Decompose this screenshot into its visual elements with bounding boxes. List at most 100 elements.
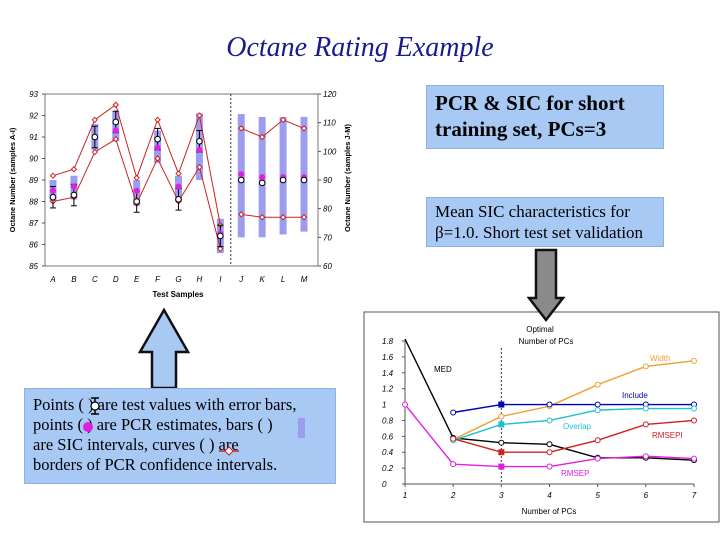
test-value-point — [258, 179, 266, 187]
pcr-estimate-point — [154, 144, 161, 151]
series-marker-med — [546, 441, 553, 448]
x-tick-label: 2 — [450, 491, 456, 500]
lower-border-curve-marker — [258, 214, 266, 221]
series-marker-rmsepi — [642, 421, 649, 428]
series-label-overlap: Overlap — [563, 422, 592, 431]
x-tick-label: 6 — [644, 491, 649, 500]
test-value-point — [237, 176, 245, 184]
lower-border-curve-marker — [238, 211, 245, 218]
upper-border-curve-marker — [133, 174, 140, 182]
y-tick-label-left: 88 — [29, 198, 38, 207]
series-marker-overlap — [498, 421, 505, 428]
test-value-point — [91, 133, 99, 141]
x-tick-label: 4 — [547, 491, 552, 500]
x-tick-label: J — [238, 275, 244, 284]
y-tick-label-left: 89 — [29, 176, 38, 185]
series-marker-overlap — [594, 407, 601, 414]
x-tick-label: B — [71, 275, 77, 284]
legend-sic-bar-icon — [298, 418, 305, 438]
series-marker-rmsep — [594, 455, 601, 462]
chart-title-line2: Number of PCs — [519, 337, 574, 346]
y-tick-label: 0.6 — [382, 432, 394, 441]
y-tick-label-right: 110 — [323, 119, 336, 128]
pcr-estimate-point — [50, 187, 56, 194]
upper-border-curve-marker — [154, 116, 161, 124]
upper-border-curve-marker — [49, 172, 57, 179]
test-value-point — [300, 176, 308, 184]
lower-border-curve-marker — [91, 148, 99, 156]
y-tick-label-left: 86 — [29, 241, 38, 250]
x-tick-label: L — [281, 275, 285, 284]
series-marker-rmsepi — [594, 437, 601, 444]
series-line-include — [453, 403, 694, 414]
y-tick-label-left: 87 — [29, 219, 38, 228]
test-value-point — [175, 196, 182, 203]
y-tick-label: 0.2 — [382, 464, 394, 473]
up-arrow — [137, 307, 191, 390]
test-value-point — [70, 191, 78, 199]
test-value-point — [112, 118, 120, 126]
series-line-width — [452, 360, 695, 441]
test-value-point — [279, 176, 287, 184]
series-label-rmsepi: RMSEPI — [652, 431, 683, 440]
right-chart-frame — [363, 311, 720, 523]
x-tick-label: 3 — [499, 491, 504, 500]
y-tick-label: 0.4 — [382, 448, 394, 457]
series-marker-rmsepi — [546, 449, 553, 456]
x-axis-label: Number of PCs — [522, 507, 577, 516]
series-marker-width — [691, 357, 697, 364]
y-tick-label: 0.8 — [382, 416, 394, 425]
pcr-title-line1: PCR & SIC for short — [435, 91, 625, 115]
y-axis-label-left: Octane Number (samples A-I) — [8, 127, 17, 232]
slide-title: Octane Rating Example — [226, 32, 494, 63]
pcr-title-line2: training set, PCs=3 — [435, 117, 607, 141]
legend-explanation-box: Points ( ) are test values with error ba… — [24, 388, 336, 484]
upper-border-curve-marker — [279, 116, 287, 124]
upper-border-curve-marker — [238, 125, 245, 132]
series-label-rmsep: RMSEP — [561, 469, 589, 478]
legend-line1: Points ( ) are test values with error ba… — [33, 395, 297, 414]
test-value-point — [196, 138, 203, 145]
series-marker-rmsep — [691, 455, 697, 462]
x-tick-label: H — [197, 275, 203, 284]
y-tick-label-right: 90 — [323, 176, 332, 185]
legend-line2: points ( ) are PCR estimates, bars ( ) — [33, 415, 273, 434]
y-tick-label-left: 92 — [29, 112, 38, 121]
x-tick-label: K — [259, 275, 265, 284]
series-label-width: Width — [650, 354, 670, 363]
y-tick-label-right: 70 — [323, 233, 332, 242]
series-marker-include — [546, 401, 553, 408]
pcr-estimate-point — [175, 183, 182, 190]
series-marker-rmsepi — [691, 417, 697, 424]
series-marker-include — [498, 401, 505, 408]
legend-line4: borders of PCR confidence intervals. — [33, 455, 278, 474]
lower-border-curve-marker — [196, 163, 203, 171]
upper-border-curve-marker — [300, 125, 308, 132]
upper-border-curve-marker — [175, 170, 182, 177]
series-line-rmsepi — [452, 419, 695, 453]
series-line-overlap — [452, 407, 694, 441]
mean-sic-box: Mean SIC characteristics for β=1.0. Shor… — [426, 197, 664, 247]
upper-border-curve-marker — [196, 112, 203, 119]
x-tick-label: E — [134, 275, 140, 284]
series-marker-width — [594, 381, 601, 388]
sic-line1: Mean SIC characteristics for — [435, 202, 630, 221]
x-tick-label: M — [301, 275, 308, 284]
series-marker-med — [498, 439, 505, 446]
pcr-estimate-point — [133, 187, 140, 194]
y-tick-label: 1.6 — [382, 353, 394, 362]
y-tick-label: 1 — [382, 401, 386, 410]
y-tick-label: 1.2 — [382, 385, 394, 394]
test-value-point — [133, 198, 140, 205]
y-tick-label: 0 — [382, 480, 387, 489]
y-tick-label-left: 91 — [29, 133, 38, 142]
pcr-estimate-point — [70, 183, 77, 190]
lower-border-curve-marker — [279, 214, 287, 221]
y-tick-label: 1.8 — [382, 337, 394, 346]
pcr-estimate-point — [259, 174, 266, 181]
series-marker-rmsep — [546, 463, 553, 470]
upper-border-curve — [241, 119, 305, 138]
